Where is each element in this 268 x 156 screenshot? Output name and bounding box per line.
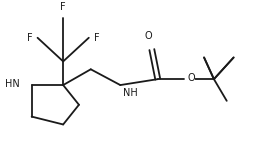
Text: F: F xyxy=(27,33,33,43)
Text: NH: NH xyxy=(123,88,138,98)
Text: O: O xyxy=(187,73,195,83)
Text: F: F xyxy=(94,33,99,43)
Text: HN: HN xyxy=(5,79,20,89)
Text: O: O xyxy=(144,31,152,41)
Text: F: F xyxy=(60,2,66,12)
